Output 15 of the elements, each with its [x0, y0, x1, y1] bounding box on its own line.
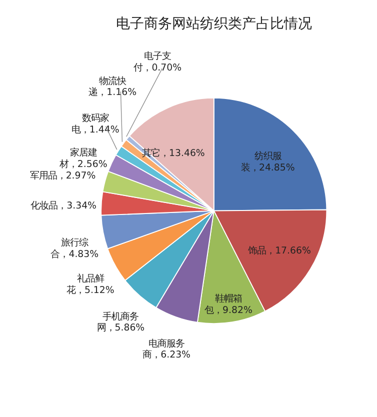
slice-label: 家居建材，2.56% [58, 147, 108, 170]
slice-label: 纺织服装，24.85% [240, 151, 295, 174]
slice-label: 化妆品，3.34% [30, 200, 97, 212]
slice-label: 数码家电，1.44% [71, 112, 120, 136]
slice-label: 饰品，17.66% [247, 245, 311, 256]
slice-label: 旅行综合，4.83% [50, 238, 99, 260]
slice-label: 其它，13.46% [142, 148, 205, 159]
slice-label: 物流快递，1.16% [88, 76, 137, 98]
chart-title: 电子商务网站纺织类产占比情况 [116, 16, 312, 32]
slice-label: 礼品鲜花，5.12% [66, 274, 114, 296]
slice-label: 鞋帽箱包，9.82% [204, 294, 252, 316]
slice-label: 军用品，2.97% [30, 170, 96, 182]
slice-label: 电子支付，0.70% [134, 51, 182, 74]
slice-label: 电商服务商，6.23% [142, 338, 191, 361]
slice-label: 手机商务网，5.86% [96, 311, 145, 334]
